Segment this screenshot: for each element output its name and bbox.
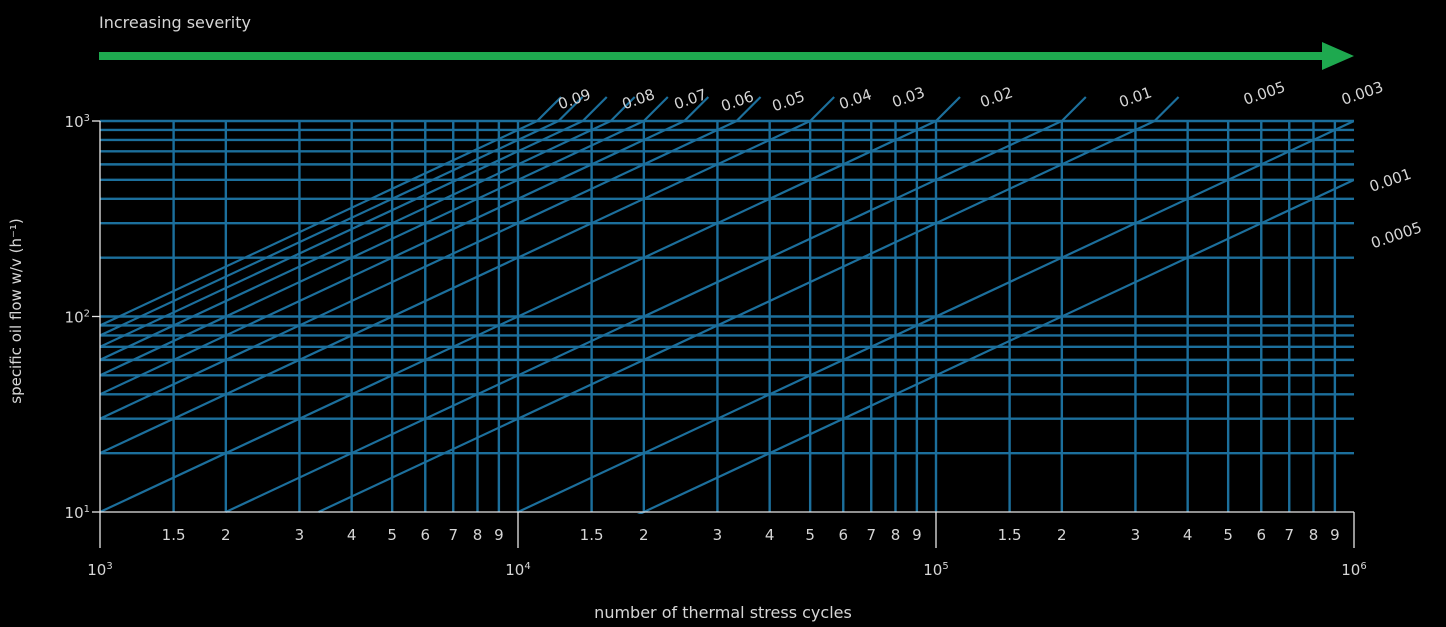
series-line-extension xyxy=(935,96,961,122)
series-line xyxy=(100,120,584,348)
series-line xyxy=(225,120,1063,513)
series-label: 0.09 xyxy=(556,85,593,113)
y-axis-title: specific oil flow w/v (h⁻¹) xyxy=(7,218,25,404)
series-label: 0.05 xyxy=(770,87,807,115)
x-minor-tick-label: 1.5 xyxy=(580,526,604,544)
x-minor-tick-label: 3 xyxy=(1131,526,1141,544)
series-label: 0.03 xyxy=(890,83,927,111)
x-minor-tick-label: 6 xyxy=(1256,526,1266,544)
severity-arrow-head xyxy=(1322,42,1354,70)
series-line xyxy=(100,120,811,455)
x-minor-tick-label: 1.5 xyxy=(162,526,186,544)
series-line-extension xyxy=(1061,96,1087,122)
series-label: 0.0005 xyxy=(1369,218,1425,252)
series-line xyxy=(636,178,1354,514)
series-line xyxy=(100,120,612,361)
x-minor-tick-label: 5 xyxy=(387,526,397,544)
x-minor-tick-label: 4 xyxy=(347,526,357,544)
series-layer xyxy=(100,120,1354,514)
series-label: 0.003 xyxy=(1339,78,1385,109)
series-label: 0.005 xyxy=(1241,78,1287,109)
x-minor-tick-label: 2 xyxy=(639,526,649,544)
x-minor-tick-label: 3 xyxy=(713,526,723,544)
x-minor-tick-label: 8 xyxy=(1309,526,1319,544)
x-decade-label: 106 xyxy=(1341,561,1366,579)
x-minor-tick-label: 7 xyxy=(1284,526,1294,544)
x-minor-tick-label: 3 xyxy=(295,526,305,544)
series-line-extension xyxy=(1153,96,1180,122)
grid-layer xyxy=(100,119,1354,512)
x-minor-tick-label: 4 xyxy=(1183,526,1193,544)
x-decade-label: 103 xyxy=(87,561,112,579)
x-minor-tick-label: 8 xyxy=(473,526,483,544)
series-label: 0.06 xyxy=(719,87,756,115)
severity-label: Increasing severity xyxy=(99,13,251,32)
series-line-extension xyxy=(557,96,584,122)
series-label: 0.07 xyxy=(672,85,709,113)
series-line-extension xyxy=(581,96,608,122)
series-line-extension xyxy=(643,96,669,122)
x-decade-label: 104 xyxy=(505,561,530,579)
x-minor-tick-label: 5 xyxy=(1223,526,1233,544)
x-minor-tick-label: 7 xyxy=(448,526,458,544)
series-line xyxy=(100,120,538,327)
series-line-extension xyxy=(536,96,562,122)
x-minor-tick-label: 9 xyxy=(1330,526,1340,544)
x-minor-tick-label: 7 xyxy=(866,526,876,544)
x-decade-label: 105 xyxy=(923,561,948,579)
y-decade-label: 101 xyxy=(65,504,90,522)
series-line xyxy=(100,120,559,337)
x-minor-tick-label: 8 xyxy=(891,526,901,544)
x-minor-tick-label: 6 xyxy=(838,526,848,544)
series-label: 0.04 xyxy=(837,85,874,113)
y-decade-label: 102 xyxy=(65,309,90,327)
series-line xyxy=(100,120,937,513)
x-minor-tick-label: 2 xyxy=(221,526,231,544)
x-minor-tick-label: 1.5 xyxy=(998,526,1022,544)
series-line xyxy=(100,120,685,396)
x-minor-tick-label: 4 xyxy=(765,526,775,544)
series-label: 0.001 xyxy=(1367,165,1413,196)
series-line xyxy=(100,120,738,420)
series-line-extension xyxy=(809,96,835,122)
series-line xyxy=(517,120,1354,513)
x-minor-tick-label: 9 xyxy=(494,526,504,544)
series-line-extension xyxy=(683,96,710,122)
series-line xyxy=(318,120,1156,513)
series-label: 0.02 xyxy=(978,83,1015,111)
x-minor-tick-label: 2 xyxy=(1057,526,1067,544)
series-line-extension xyxy=(735,96,762,122)
series-line-extension xyxy=(609,96,636,122)
series-label: 0.08 xyxy=(620,85,657,113)
x-axis-title: number of thermal stress cycles xyxy=(594,603,852,622)
x-minor-tick-label: 9 xyxy=(912,526,922,544)
x-minor-tick-label: 5 xyxy=(805,526,815,544)
y-decade-label: 103 xyxy=(65,113,90,131)
series-line xyxy=(100,120,645,377)
x-minor-tick-label: 6 xyxy=(420,526,430,544)
series-label: 0.01 xyxy=(1117,83,1154,111)
